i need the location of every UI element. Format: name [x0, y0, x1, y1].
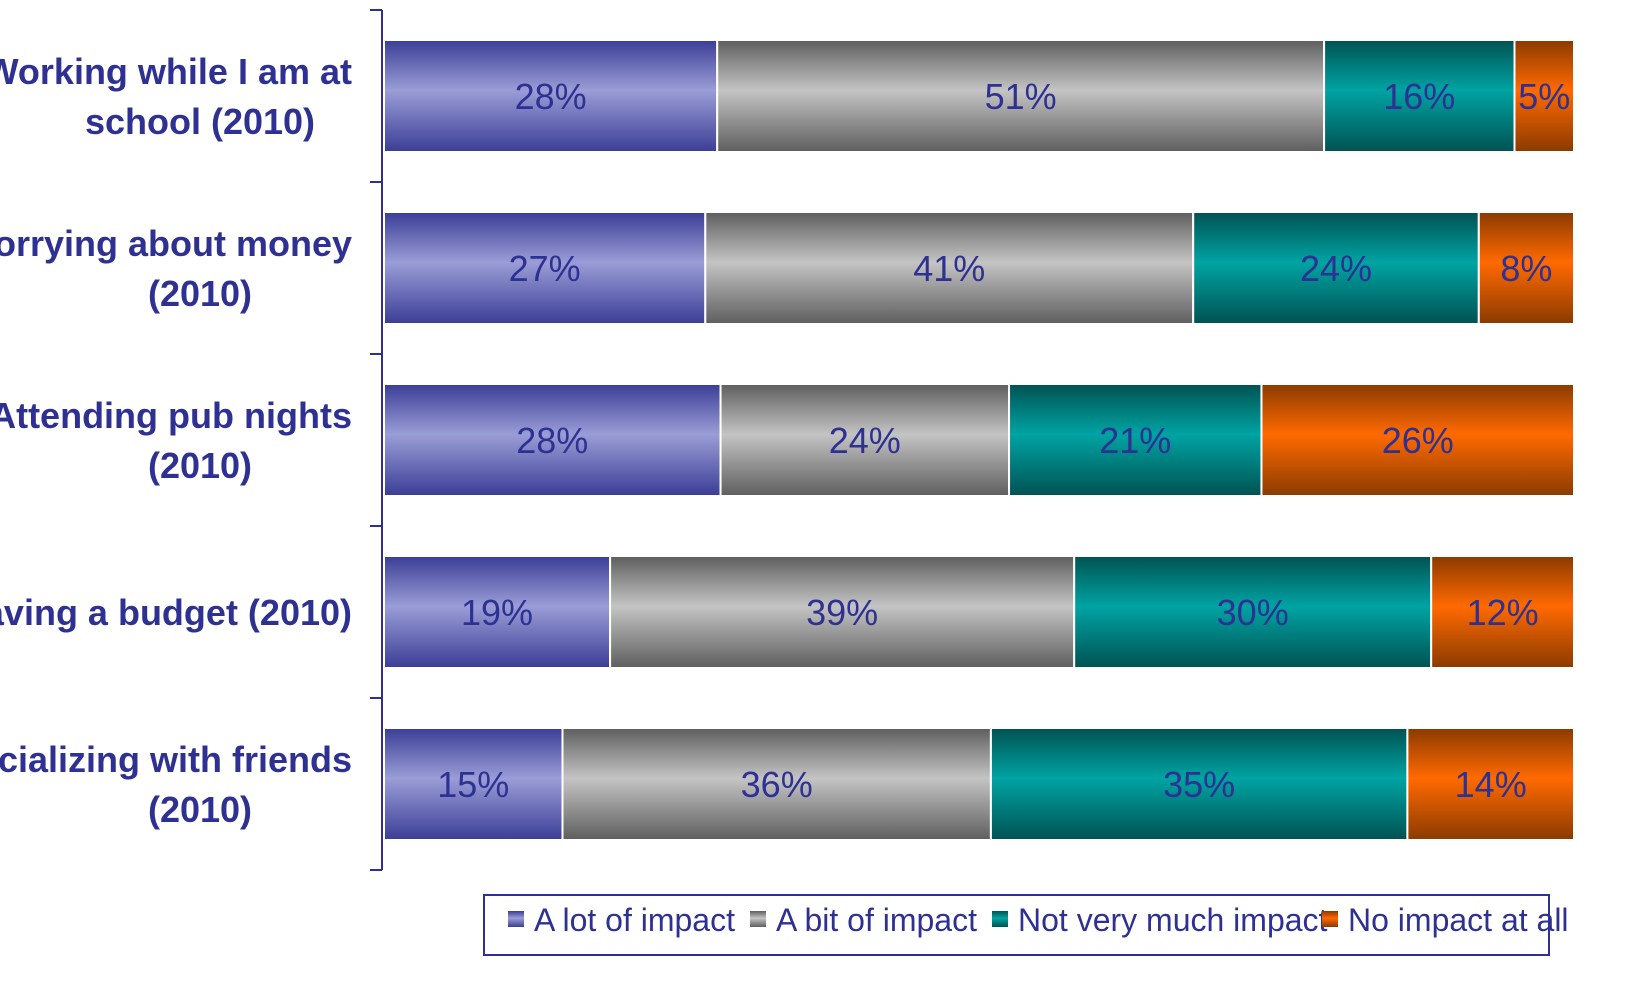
bar-segment	[1430, 555, 1575, 669]
bar-segment	[383, 555, 612, 669]
data-label: 28%	[515, 76, 587, 117]
legend-label: A lot of impact	[534, 902, 735, 938]
data-label: 41%	[913, 248, 985, 289]
category-label: Working while I am at	[0, 51, 352, 92]
bar-segment	[716, 39, 1326, 153]
data-label: 51%	[985, 76, 1057, 117]
data-label: 5%	[1518, 76, 1570, 117]
data-label: 27%	[509, 248, 581, 289]
data-label: 26%	[1382, 420, 1454, 461]
legend-swatch	[508, 911, 524, 927]
data-label: 15%	[437, 764, 509, 805]
legend-swatch	[1322, 911, 1338, 927]
data-label: 14%	[1455, 764, 1527, 805]
bar-segment	[1008, 383, 1263, 497]
data-label: 30%	[1217, 592, 1289, 633]
category-label: Socializing with friends	[0, 739, 352, 780]
bar-segment	[1260, 383, 1575, 497]
data-label: 8%	[1500, 248, 1552, 289]
bar-segment	[1406, 727, 1576, 841]
bar-segment	[1323, 39, 1516, 153]
bar-segment	[383, 383, 722, 497]
legend-swatch	[750, 911, 766, 927]
data-label: 24%	[829, 420, 901, 461]
data-label: 19%	[461, 592, 533, 633]
bars: 28% 51% 16% 5% 27% 41% 24% 8% 28% 24% 21% 26% 19% 39%…	[383, 39, 1576, 841]
category-label: (2010)	[148, 789, 252, 830]
category-label: school (2010)	[85, 101, 315, 142]
legend: A lot of impact A bit of impact Not very m…	[483, 894, 1569, 956]
bar-segment	[383, 39, 719, 153]
data-label: 21%	[1099, 420, 1171, 461]
category-axis	[370, 9, 383, 871]
bar-segment	[1073, 555, 1433, 669]
category-label: (2010)	[148, 273, 252, 314]
category-label: Having a budget (2010)	[0, 592, 352, 633]
bar-segment	[609, 555, 1076, 669]
legend-label: No impact at all	[1348, 902, 1569, 938]
bar-segment	[1513, 39, 1575, 153]
data-label: 28%	[516, 420, 588, 461]
legend-label: A bit of impact	[776, 902, 977, 938]
data-label: 39%	[806, 592, 878, 633]
category-label: Worrying about money	[0, 223, 352, 264]
legend-box	[483, 894, 1550, 956]
bar-segment	[383, 211, 707, 325]
bar-segment	[383, 727, 564, 841]
bar-segment	[561, 727, 992, 841]
data-label: 16%	[1383, 76, 1455, 117]
bar-segment	[989, 727, 1409, 841]
data-label: 36%	[741, 764, 813, 805]
legend-label: Not very much impact	[1018, 902, 1328, 938]
legend-swatch	[992, 911, 1008, 927]
data-label: 12%	[1467, 592, 1539, 633]
data-label: 35%	[1163, 764, 1235, 805]
data-label: 24%	[1300, 248, 1372, 289]
bar-segment	[704, 211, 1195, 325]
category-label: (2010)	[148, 445, 252, 486]
bar-segment	[1477, 211, 1576, 325]
category-labels: Working while I am at school (2010) Worryi…	[0, 51, 352, 830]
category-label: Attending pub nights	[0, 395, 352, 436]
